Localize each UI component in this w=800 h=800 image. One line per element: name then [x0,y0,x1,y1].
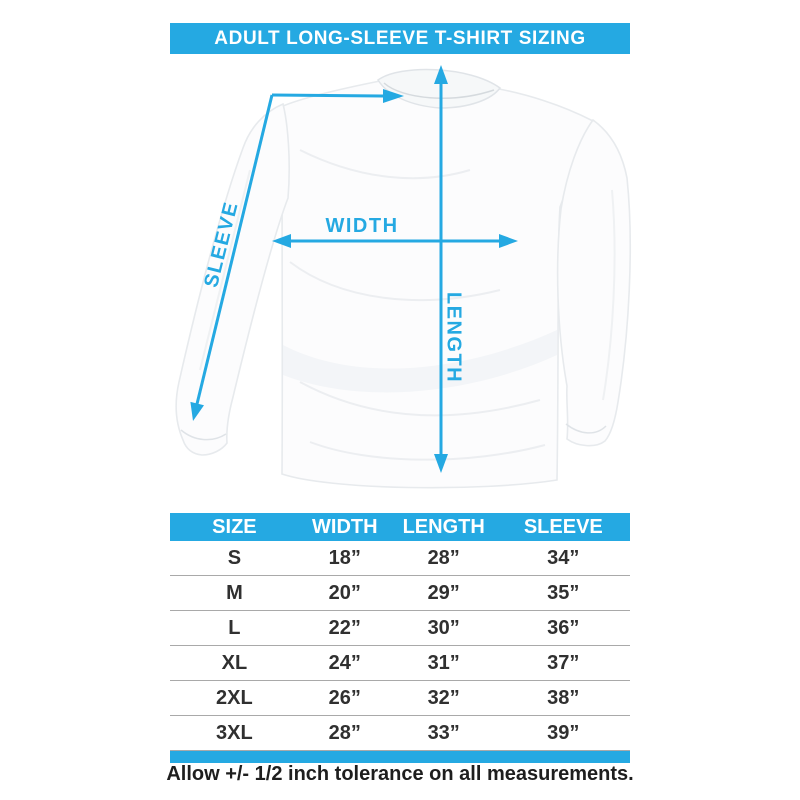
table-bottom-accent-bar [170,751,630,763]
size-cell: S [227,546,242,569]
size-cell: XL [221,651,248,674]
length-cell: 30” [427,616,460,639]
table-row: XL 24” 31” 37” [170,646,630,681]
width-arrow [272,234,518,248]
column-header-length: LENGTH [402,515,485,538]
table-header-row: SIZE WIDTH LENGTH SLEEVE [170,513,630,541]
length-cell: 28” [427,546,460,569]
table-row: M 20” 29” 35” [170,576,630,611]
shirt-body [281,70,595,489]
length-cell: 33” [427,721,460,744]
column-header-sleeve: SLEEVE [523,515,603,538]
size-cell: L [228,616,241,639]
sleeve-cell: 38” [547,686,580,709]
width-cell: 26” [328,686,361,709]
shirt-left-sleeve [175,102,290,456]
table-row: S 18” 28” 34” [170,541,630,576]
size-chart-table: SIZE WIDTH LENGTH SLEEVE S 18” 28” 34” M… [170,513,630,763]
width-measure-label: WIDTH [325,215,399,237]
size-cell: 3XL [216,721,253,744]
size-cell: M [226,581,243,604]
sleeve-cell: 39” [547,721,580,744]
shirt-collar [376,68,502,109]
size-cell: 2XL [216,686,253,709]
length-cell: 32” [427,686,460,709]
tolerance-footnote: Allow +/- 1/2 inch tolerance on all meas… [166,763,634,785]
page-title: ADULT LONG-SLEEVE T-SHIRT SIZING [170,23,630,54]
sleeve-arrow [190,89,404,421]
length-arrow [434,65,448,473]
width-cell: 20” [328,581,361,604]
width-cell: 24” [328,651,361,674]
sleeve-cell: 34” [547,546,580,569]
table-row: 2XL 26” 32” 38” [170,681,630,716]
table-row: 3XL 28” 33” 39” [170,716,630,751]
length-cell: 29” [427,581,460,604]
length-cell: 31” [427,651,460,674]
sleeve-cell: 36” [547,616,580,639]
sleeve-cell: 37” [547,651,580,674]
table-row: L 22” 30” 36” [170,611,630,646]
length-measure-label: LENGTH [442,291,465,384]
sleeve-cell: 35” [547,581,580,604]
shirt-right-sleeve [556,118,632,447]
column-header-width: WIDTH [312,515,378,538]
column-header-size: SIZE [212,515,257,538]
width-cell: 22” [328,616,361,639]
width-cell: 18” [328,546,361,569]
width-cell: 28” [328,721,361,744]
